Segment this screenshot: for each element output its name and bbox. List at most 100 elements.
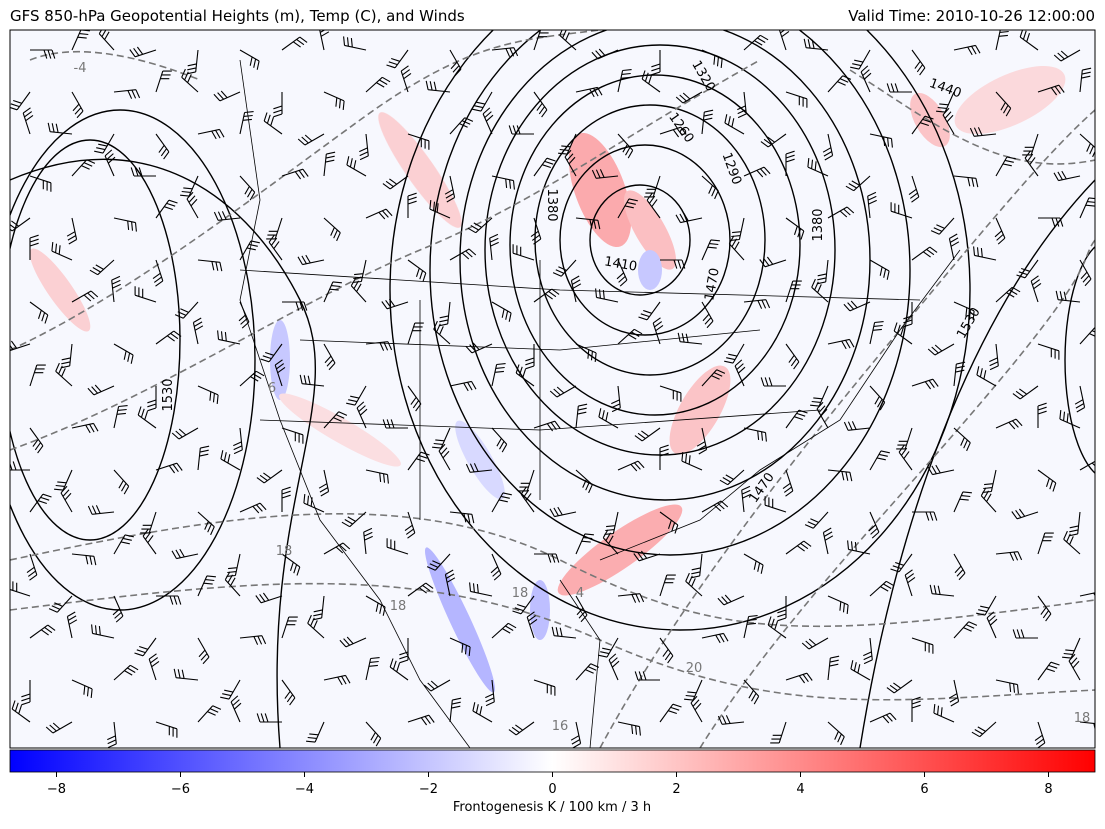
wind-barb [112, 595, 124, 623]
wind-barb [449, 117, 474, 135]
wind-barb [174, 301, 199, 319]
wind-barb [651, 50, 661, 76]
wind-barb [491, 301, 512, 322]
wind-barb [238, 301, 250, 329]
wind-barb [701, 369, 726, 387]
wind-barb [1037, 595, 1052, 622]
wind-barb [995, 30, 1009, 51]
wind-barb [591, 48, 619, 60]
wind-barb [701, 109, 714, 135]
wind-barb [807, 158, 829, 177]
wind-barb [281, 616, 298, 639]
wind-barb [533, 91, 548, 118]
wind-barb [365, 657, 380, 681]
wind-barb [1034, 721, 1046, 748]
wind-barb [363, 527, 373, 555]
colorbar-tick-label: −8 [47, 782, 66, 797]
wind-barb [701, 301, 714, 329]
wind-barb [634, 671, 660, 681]
wind-barb [911, 378, 939, 390]
wind-barb [281, 168, 309, 180]
wind-barb [140, 511, 157, 534]
wind-barb [256, 469, 283, 484]
wind-barb [399, 638, 409, 664]
wind-barb [30, 49, 56, 59]
wind-barb [66, 217, 78, 245]
colorbar-ticks: −8 −6 −4 −2 0 2 4 6 8 [47, 772, 1053, 797]
wind-barb [263, 112, 283, 135]
wind-barb [869, 133, 893, 148]
wind-barb [724, 343, 745, 364]
temperature-label: 20 [686, 661, 703, 676]
wind-barb [759, 256, 787, 268]
wind-barb [641, 70, 661, 93]
wind-barb [444, 175, 456, 203]
boundaries [239, 59, 961, 748]
wind-barb [595, 288, 619, 303]
wind-barb [407, 385, 422, 412]
wind-barb [155, 70, 172, 93]
wind-barb [465, 342, 493, 354]
wind-barb [220, 450, 241, 471]
wind-barb [11, 700, 31, 723]
wind-barb [995, 286, 1021, 303]
wind-barb [804, 511, 829, 529]
wind-barb [1012, 385, 1039, 400]
wind-barb [512, 244, 535, 261]
wind-barb [598, 637, 619, 658]
wind-barb [152, 259, 164, 287]
wind-barb [113, 534, 134, 555]
wind-barb [843, 421, 871, 431]
wind-barb [29, 364, 46, 387]
wind-barb [1079, 259, 1092, 287]
wind-barb [407, 582, 434, 597]
wind-barb [638, 301, 661, 321]
wind-barb [953, 175, 979, 188]
wind-barb [407, 133, 430, 150]
wind-barb [386, 49, 409, 69]
wind-barb [927, 464, 955, 476]
wind-barb [617, 328, 643, 345]
wind-barb [297, 254, 325, 266]
wind-barb [134, 637, 157, 657]
wind-barb [197, 511, 215, 536]
wind-barb [847, 540, 871, 555]
wind-barb [1079, 592, 1095, 597]
wind-barb [274, 359, 286, 387]
wind-barb [785, 280, 802, 303]
wind-barb [113, 343, 134, 364]
wind-barb [197, 705, 222, 723]
wind-barb [903, 302, 913, 328]
wind-barb [173, 668, 199, 681]
wind-barb [10, 217, 31, 232]
wind-barb [811, 278, 829, 303]
wind-barb [953, 301, 975, 320]
wind-barb [575, 469, 593, 494]
wind-barb [843, 300, 871, 312]
wind-barb [60, 343, 73, 369]
wind-barb [273, 92, 283, 118]
wind-barb [444, 569, 456, 597]
wind-barb [719, 469, 745, 486]
wind-barb [980, 487, 997, 513]
wind-barb [508, 125, 534, 135]
wind-barb [197, 445, 210, 471]
wind-barb [346, 385, 367, 406]
wind-barb [113, 469, 130, 495]
wind-barb [743, 299, 771, 309]
colorbar-tick-label: −6 [171, 782, 190, 797]
wind-barb [617, 593, 645, 603]
wind-barb [701, 239, 720, 261]
wind-barb [89, 259, 115, 276]
wind-barb [266, 217, 283, 240]
wind-barb [608, 653, 620, 681]
wind-barb [47, 122, 73, 135]
wind-barb [675, 91, 703, 104]
height-label: 1470 [702, 267, 723, 302]
wind-barb [382, 419, 408, 429]
wind-barb [534, 553, 560, 563]
wind-barb [197, 259, 223, 272]
wind-barb [552, 259, 577, 277]
wind-barb [701, 500, 729, 513]
wind-barb [652, 317, 664, 345]
